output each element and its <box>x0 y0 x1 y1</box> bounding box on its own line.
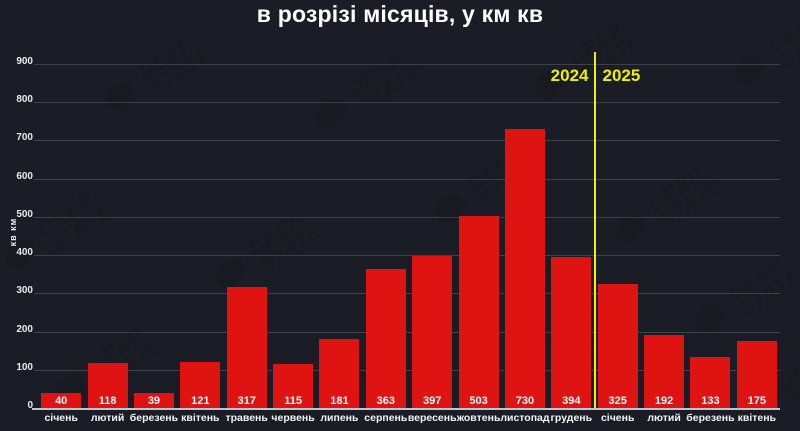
y-tick-label: 900 <box>16 56 33 67</box>
bar-value-label: 317 <box>237 395 256 407</box>
gridline-700 <box>34 140 780 142</box>
x-tick-label: жовтень <box>456 412 501 424</box>
year-label-2025: 2025 <box>602 66 641 85</box>
x-tick-label: березень <box>686 412 735 424</box>
y-tick-label: 400 <box>16 247 33 259</box>
bar-value-label: 394 <box>562 395 581 407</box>
x-tick-label: квітень <box>737 412 777 424</box>
bar-квітень-175: 175 <box>736 341 777 408</box>
x-tick-label: січень <box>44 412 78 424</box>
bar-листопад-730: 730 <box>504 129 545 408</box>
year-label-2024: 2024 <box>550 66 589 85</box>
gridline-900 <box>34 64 780 65</box>
bar-травень-317: 317 <box>226 287 267 408</box>
ukraine-map-icon <box>600 200 661 261</box>
bar-value-label: 503 <box>469 395 488 407</box>
y-tick-label: 100 <box>16 361 33 373</box>
page-title: в розрізі місяців, у км кв <box>256 1 544 27</box>
x-axis-line <box>32 408 780 410</box>
x-tick-label: січень <box>600 412 635 424</box>
x-tick-label: квітень <box>181 412 220 424</box>
y-tick-label: 200 <box>16 323 33 335</box>
bar-value-label: 39 <box>147 395 161 407</box>
bar-value-label: 121 <box>191 395 210 407</box>
bar-серпень-363: 363 <box>365 269 406 408</box>
ukraine-map-icon <box>200 245 261 306</box>
ukraine-map-icon <box>420 180 481 241</box>
bar-липень-181: 181 <box>319 339 360 408</box>
gridline-100 <box>34 369 780 371</box>
ukraine-map-icon <box>90 68 151 129</box>
bar-жовтень-503: 503 <box>458 216 499 408</box>
ukraine-map-icon <box>720 42 781 103</box>
y-tick-label: 500 <box>16 208 33 220</box>
bar-value-label: 730 <box>515 395 535 407</box>
ukraine-map-icon <box>0 225 51 286</box>
y-tick-label: 600 <box>16 170 33 182</box>
x-tick-label: червень <box>271 412 315 424</box>
gridline-500 <box>34 216 780 218</box>
y-tick-label: 0 <box>27 400 33 411</box>
bar-value-label: 181 <box>330 395 349 407</box>
bar-вересень-397: 397 <box>412 256 453 408</box>
x-tick-label: травень <box>225 412 268 424</box>
bar-value-label: 397 <box>423 395 442 407</box>
bar-value-label: 192 <box>654 395 674 407</box>
bar-value-label: 115 <box>284 395 302 407</box>
year-divider-line <box>593 52 596 408</box>
gridline-600 <box>34 178 780 180</box>
x-tick-label: вересень <box>407 412 457 424</box>
bar-січень-40: 40 <box>41 393 82 408</box>
bar-березень-133: 133 <box>690 357 731 408</box>
gridline-300 <box>34 293 780 295</box>
bar-січень-325: 325 <box>597 284 638 408</box>
gridline-800 <box>34 102 780 104</box>
x-tick-label: серпень <box>364 412 408 424</box>
bar-value-label: 325 <box>608 395 627 407</box>
gridline-200 <box>34 331 780 333</box>
x-tick-label: лютий <box>90 412 125 424</box>
ukraine-map-icon <box>520 55 581 116</box>
bar-value-label: 133 <box>701 395 720 407</box>
x-tick-label: грудень <box>550 412 593 424</box>
x-tick-label: лютий <box>647 412 681 424</box>
bar-value-label: 363 <box>376 395 395 407</box>
gridline-400 <box>34 255 780 257</box>
bar-лютий-192: 192 <box>644 335 685 408</box>
bar-value-label: 40 <box>55 395 68 407</box>
y-tick-label: 800 <box>16 94 33 106</box>
x-tick-label: липень <box>320 412 359 424</box>
bar-квітень-121: 121 <box>180 362 221 408</box>
ukraine-map-icon <box>680 290 741 351</box>
bar-червень-115: 115 <box>273 364 314 408</box>
x-tick-label: листопад <box>500 412 550 424</box>
ukraine-map-icon <box>300 85 361 146</box>
y-tick-label: 700 <box>16 132 33 144</box>
bar-value-label: 118 <box>98 395 117 407</box>
bar-грудень-394: 394 <box>551 257 592 408</box>
bar-value-label: 175 <box>747 395 766 407</box>
y-tick-label: 300 <box>16 285 33 297</box>
x-tick-label: березень <box>129 412 179 424</box>
bar-березень-39: 39 <box>133 393 174 408</box>
bar-лютий-118: 118 <box>87 363 128 408</box>
